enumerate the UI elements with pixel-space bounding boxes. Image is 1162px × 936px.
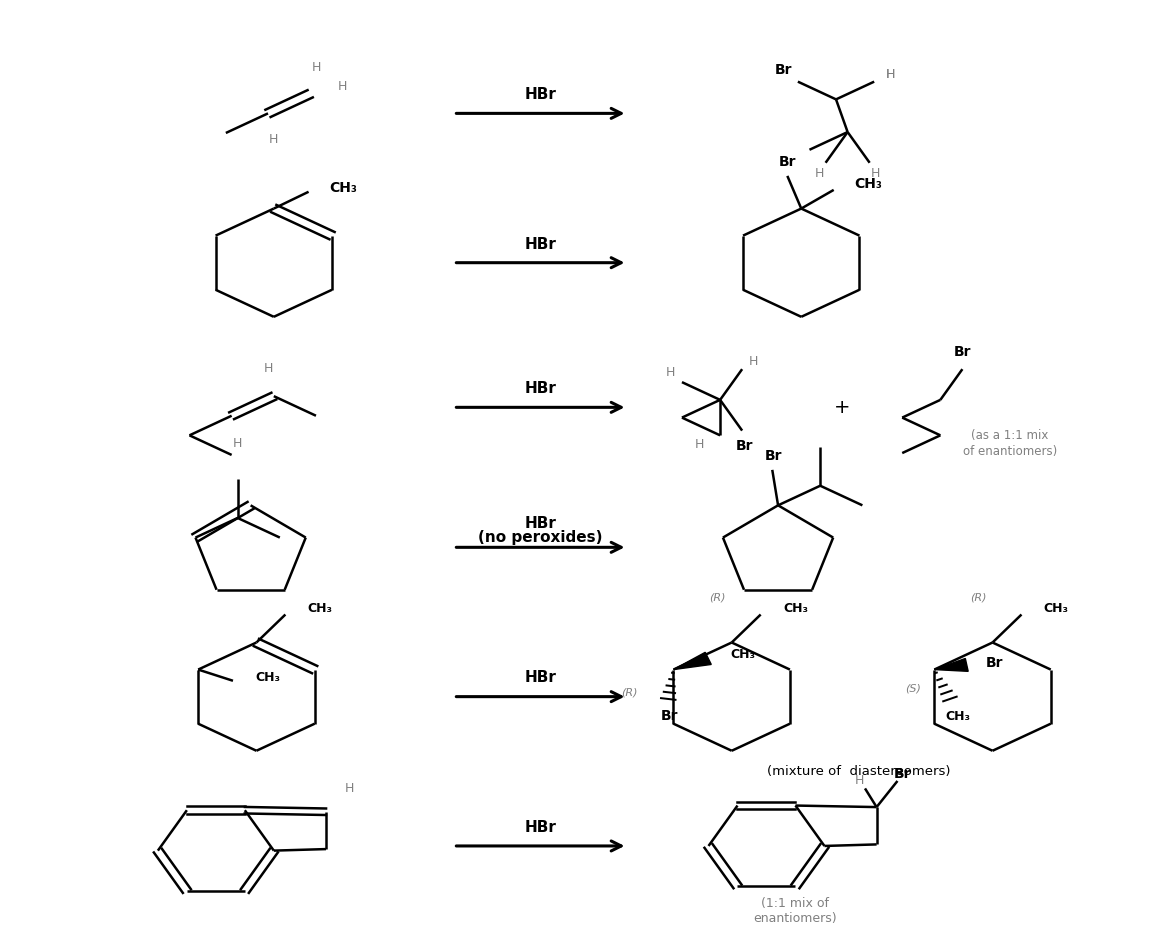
Text: HBr: HBr xyxy=(524,87,557,102)
Text: Br: Br xyxy=(894,768,911,782)
Text: (no peroxides): (no peroxides) xyxy=(479,530,603,545)
Text: (R): (R) xyxy=(710,592,726,603)
Text: H: H xyxy=(749,355,759,368)
Text: HBr: HBr xyxy=(524,381,557,396)
Text: HBr: HBr xyxy=(524,670,557,685)
Text: +: + xyxy=(833,398,851,417)
Text: H: H xyxy=(264,361,273,374)
Text: CH₃: CH₃ xyxy=(854,177,882,191)
Text: (mixture of  diastereomers): (mixture of diastereomers) xyxy=(767,765,951,778)
Text: (R): (R) xyxy=(970,592,987,603)
Text: of enantiomers): of enantiomers) xyxy=(963,445,1057,458)
Text: CH₃: CH₃ xyxy=(945,709,970,723)
Text: H: H xyxy=(232,437,242,450)
Text: CH₃: CH₃ xyxy=(308,603,332,615)
Text: H: H xyxy=(815,168,825,181)
Text: Br: Br xyxy=(736,439,753,452)
Text: Br: Br xyxy=(954,345,971,359)
Text: H: H xyxy=(870,168,880,181)
Text: H: H xyxy=(311,61,321,74)
Text: CH₃: CH₃ xyxy=(256,671,280,684)
Text: enantiomers): enantiomers) xyxy=(754,913,838,926)
Text: HBr: HBr xyxy=(524,517,557,532)
Text: Br: Br xyxy=(661,709,679,724)
Text: H: H xyxy=(270,133,279,146)
Text: CH₃: CH₃ xyxy=(329,181,357,195)
Text: (as a 1:1 mix: (as a 1:1 mix xyxy=(971,429,1048,442)
Text: H: H xyxy=(338,80,347,93)
Text: CH₃: CH₃ xyxy=(1043,603,1069,615)
Text: Br: Br xyxy=(765,449,782,463)
Text: H: H xyxy=(666,366,675,379)
Text: HBr: HBr xyxy=(524,820,557,835)
Text: Br: Br xyxy=(775,64,792,78)
Text: CH₃: CH₃ xyxy=(731,648,755,661)
Text: H: H xyxy=(695,438,704,451)
Text: CH₃: CH₃ xyxy=(783,603,808,615)
Text: H: H xyxy=(854,774,863,787)
Text: Br: Br xyxy=(985,656,1003,670)
Polygon shape xyxy=(934,659,968,671)
Text: (S): (S) xyxy=(905,683,921,694)
Text: H: H xyxy=(885,67,895,80)
Text: Br: Br xyxy=(779,154,796,168)
Text: H: H xyxy=(885,67,895,80)
Polygon shape xyxy=(674,652,711,669)
Text: (R): (R) xyxy=(622,688,638,698)
Text: H: H xyxy=(344,782,354,795)
Text: (1:1 mix of: (1:1 mix of xyxy=(761,898,830,911)
Text: HBr: HBr xyxy=(524,237,557,252)
